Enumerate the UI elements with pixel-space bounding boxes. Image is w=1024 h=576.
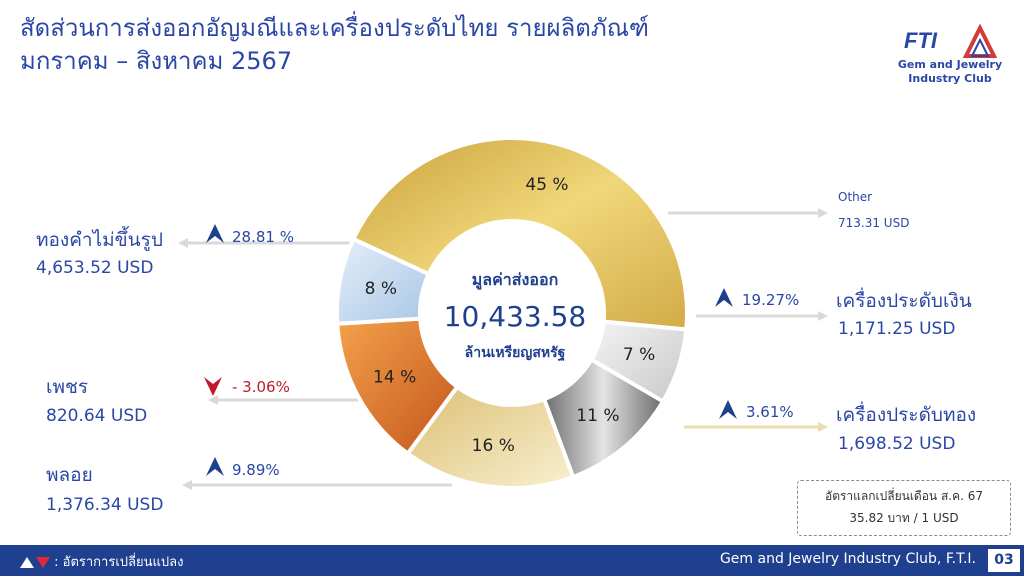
item-value-gemstone: 1,376.34 USD <box>46 495 164 515</box>
item-name-silver-jewelry: เครื่องประดับเงิน <box>836 290 972 312</box>
item-value-gold-bullion: 4,653.52 USD <box>36 258 154 278</box>
item-change-diamond: - 3.06% <box>232 378 290 396</box>
slice-diamond <box>335 236 432 326</box>
slice-label: 45 % <box>525 175 568 195</box>
item-name-gold-jewelry: เครื่องประดับทอง <box>836 404 977 426</box>
item-name-gemstone: พลอย <box>46 464 93 486</box>
exchange-rate-value: 35.82 บาท / 1 USD <box>849 511 959 525</box>
item-change-gemstone: 9.89% <box>232 461 280 479</box>
slice-label: 8 % <box>365 279 397 299</box>
item-change-gold-bullion: 28.81 % <box>232 228 294 246</box>
leader-arrow-gold-bullion <box>178 238 188 248</box>
title-line-2: มกราคม – สิงหาคม 2567 <box>20 47 293 75</box>
slice-label: 11 % <box>576 406 619 426</box>
center-unit: ล้านเหรียญสหรัฐ <box>464 345 566 361</box>
item-value-diamond: 820.64 USD <box>46 406 148 426</box>
slice-label: 14 % <box>373 368 416 388</box>
item-change-silver-jewelry: 19.27% <box>742 291 800 309</box>
up-arrow-icon <box>715 288 733 307</box>
footer-legend-text: : อัตราการเปลี่ยนแปลง <box>54 555 184 570</box>
item-name-other: Other <box>838 190 873 204</box>
leader-arrow-gold-jewelry <box>818 422 828 432</box>
footer-bar: : อัตราการเปลี่ยนแปลง Gem and Jewelry In… <box>0 545 1024 576</box>
center-total: 10,433.58 <box>443 300 587 333</box>
leader-arrow-other <box>818 208 828 218</box>
slice-gold-bullion <box>350 136 689 332</box>
up-arrow-icon <box>20 557 34 568</box>
fti-logo: FTI Gem and Jewelry Industry Club <box>880 22 1020 86</box>
item-value-gold-jewelry: 1,698.52 USD <box>838 434 956 454</box>
center-heading: มูลค่าส่งออก <box>471 270 559 289</box>
footer-legend: : อัตราการเปลี่ยนแปลง <box>20 551 183 572</box>
logo-line-1: Gem and Jewelry <box>897 58 1003 71</box>
exchange-rate-month: อัตราแลกเปลี่ยนเดือน ส.ค. 67 <box>824 489 984 503</box>
exchange-rate-box: อัตราแลกเปลี่ยนเดือน ส.ค. 67 35.82 บาท /… <box>797 480 1011 536</box>
item-value-silver-jewelry: 1,171.25 USD <box>838 319 956 339</box>
item-name-diamond: เพชร <box>46 376 89 398</box>
up-arrow-icon <box>206 457 224 476</box>
leader-arrow-gemstone <box>182 480 192 490</box>
up-arrow-icon <box>206 224 224 243</box>
down-arrow-icon <box>36 557 50 568</box>
donut-slice-labels: 45 % 7 % 11 % 16 % 14 % 8 % <box>365 175 656 456</box>
fti-logo-icon: FTI <box>904 23 998 58</box>
item-change-gold-jewelry: 3.61% <box>746 403 794 421</box>
logo-mark: FTI <box>904 28 938 53</box>
item-name-gold-bullion: ทองคำไม่ขึ้นรูป <box>36 229 163 251</box>
leader-arrow-silver-jewelry <box>818 311 828 321</box>
footer-org: Gem and Jewelry Industry Club, F.T.I. <box>719 551 976 567</box>
page-title: สัดส่วนการส่งออกอัญมณีและเครื่องประดับไท… <box>20 12 649 78</box>
slice-label: 16 % <box>472 436 515 456</box>
donut-slices <box>335 136 689 490</box>
title-line-1: สัดส่วนการส่งออกอัญมณีและเครื่องประดับไท… <box>20 14 649 42</box>
page-number: 03 <box>988 549 1020 572</box>
up-arrow-icon <box>719 400 737 419</box>
slice-label: 7 % <box>623 345 655 365</box>
leader-arrow-diamond <box>208 395 218 405</box>
item-value-other: 713.31 USD <box>838 216 910 230</box>
down-arrow-icon <box>204 377 222 396</box>
logo-line-2: Industry Club <box>908 72 992 85</box>
